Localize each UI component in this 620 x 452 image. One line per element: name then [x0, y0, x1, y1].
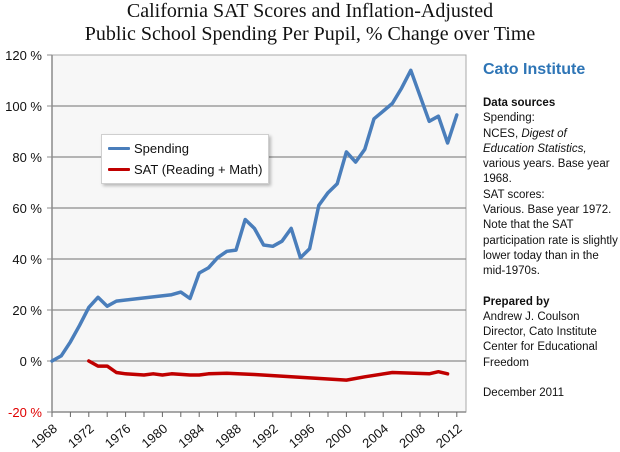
x-tick-label: 1980 [139, 421, 171, 451]
sources-heading: Data sources [483, 97, 556, 109]
series-group [50, 68, 459, 382]
author-name: Andrew J. Coulson [483, 310, 580, 323]
sat-source: Various. Base year 1972. Note that the S… [483, 204, 618, 278]
x-tick-label: 2000 [323, 421, 355, 451]
x-tick-label: 1988 [212, 421, 244, 451]
chart-title-line-1: California SAT Scores and Inflation-Adju… [126, 0, 494, 22]
sidebar-notes: Cato Institute Data sources Spending: NC… [483, 60, 618, 401]
series-line-sat [87, 359, 450, 382]
spending-label: Spending: [483, 112, 535, 125]
legend: Spending SAT (Reading + Math) [101, 134, 269, 184]
spending-source-text: NCES, [483, 127, 522, 140]
y-tick-label: 100 % [5, 99, 42, 114]
y-axis: 120 % 100 % 80 % 60 % 40 % 20 % 0 % -20 % [5, 48, 53, 420]
y-tick-label: 80 % [12, 150, 42, 165]
y-tick-label: 20 % [12, 303, 42, 318]
legend-swatch-spending [108, 146, 130, 150]
legend-label-sat: SAT (Reading + Math) [134, 161, 263, 177]
sat-label: SAT scores: [483, 188, 545, 201]
x-tick-label: 1992 [249, 421, 281, 451]
legend-swatch-sat [108, 167, 130, 171]
author-title: Director, Cato Institute Center for Educ… [483, 326, 598, 369]
x-axis: 1968 1972 1976 1980 1984 1988 1992 1996 2000 2004… [28, 411, 466, 451]
x-tick-label: 2012 [433, 421, 465, 451]
y-tick-label: 60 % [12, 201, 42, 216]
y-tick-label: 120 % [5, 48, 42, 63]
spending-source-detail: various years. Base year 1968. [483, 158, 610, 186]
y-tick-label: 40 % [12, 252, 42, 267]
prepared-heading: Prepared by [483, 295, 550, 308]
chart-title: California SAT Scores and Inflation-Adju… [0, 0, 620, 46]
x-tick-label: 2004 [359, 421, 391, 451]
y-tick-label: 0 % [20, 354, 43, 369]
spending-source-publication: Digest of Education Statistics, [483, 127, 587, 155]
chart-title-line-2: Public School Spending Per Pupil, % Chan… [84, 23, 536, 45]
legend-item-sat: SAT (Reading + Math) [108, 160, 263, 178]
spending-source: NCES, Digest of Education Statistics, [483, 127, 618, 158]
x-tick-label: 1984 [175, 421, 207, 451]
x-tick-label: 1972 [65, 421, 97, 451]
org-name: Cato Institute [483, 61, 586, 78]
legend-label-spending: Spending [134, 140, 189, 156]
series-line-spending [50, 68, 459, 363]
publication-date: December 2011 [483, 387, 564, 400]
legend-item-spending: Spending [108, 139, 189, 157]
x-tick-label: 1996 [286, 421, 318, 451]
x-tick-label: 2008 [396, 421, 428, 451]
x-tick-label: 1968 [28, 421, 60, 451]
y-tick-label: -20 % [8, 405, 42, 420]
x-tick-label: 1976 [102, 421, 134, 451]
